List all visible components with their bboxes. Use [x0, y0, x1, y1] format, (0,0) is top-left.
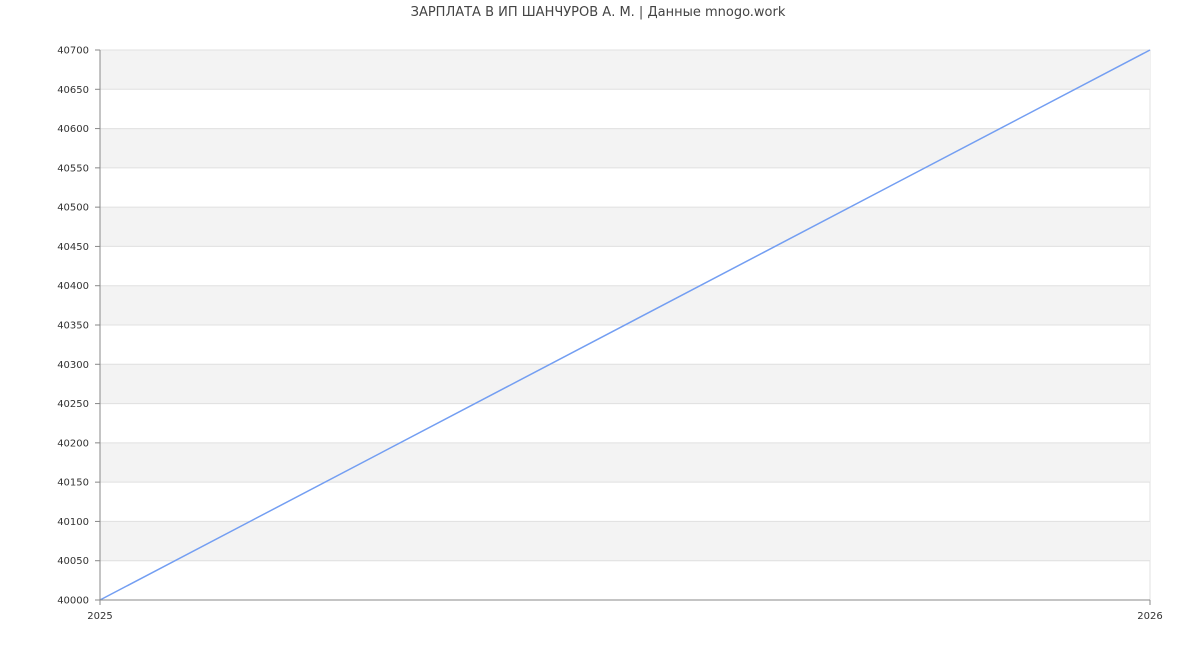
grid-band: [100, 50, 1150, 90]
y-tick-label: 40500: [57, 203, 89, 214]
series-line: [99, 49, 1151, 601]
y-tick-label: 40600: [57, 124, 89, 135]
y-tick-label: 40300: [57, 360, 89, 371]
grid-band: [100, 207, 1150, 247]
y-tick-label: 40350: [57, 321, 89, 332]
y-tick-label: 40000: [57, 596, 89, 607]
y-tick-label: 40150: [57, 478, 89, 489]
grid-band: [100, 364, 1150, 404]
x-tick-label: 2025: [87, 611, 112, 622]
y-tick-label: 40550: [57, 163, 89, 174]
y-tick-label: 40050: [57, 556, 89, 567]
y-tick-label: 40100: [57, 517, 89, 528]
grid-band: [100, 442, 1150, 483]
x-tick-label: 2026: [1137, 611, 1162, 622]
y-tick-label: 40650: [57, 85, 89, 96]
y-tick-label: 40700: [57, 46, 89, 57]
y-tick-label: 40250: [57, 399, 89, 410]
y-tick-label: 40200: [57, 438, 89, 449]
y-tick-label: 40400: [57, 281, 89, 292]
grid-band: [100, 128, 1150, 168]
chart-title: ЗАРПЛАТА В ИП ШАНЧУРОВ А. М. | Данные mn…: [411, 5, 786, 20]
y-tick-label: 40450: [57, 242, 89, 253]
grid-band: [100, 521, 1150, 561]
grid-band: [100, 285, 1150, 325]
